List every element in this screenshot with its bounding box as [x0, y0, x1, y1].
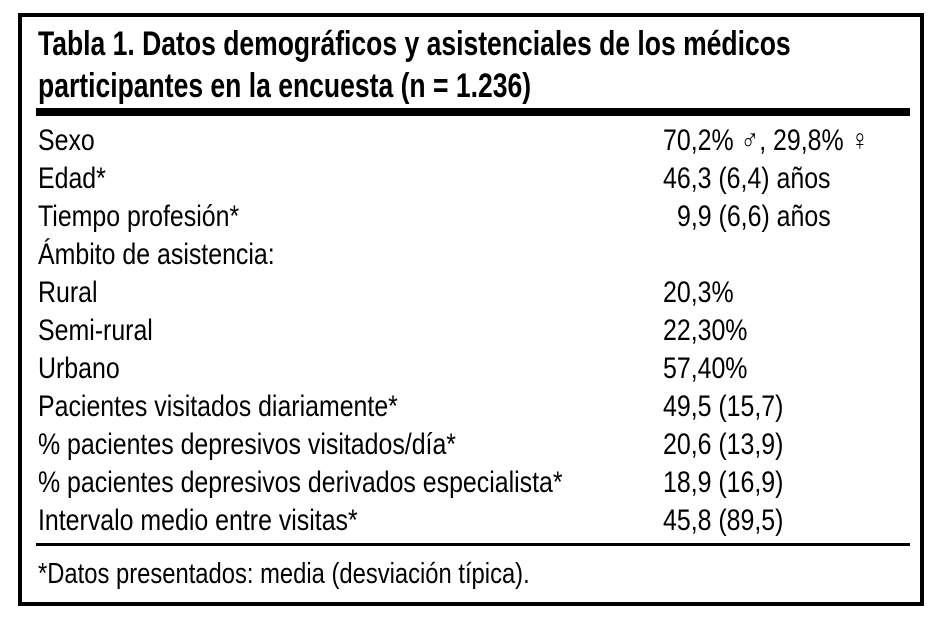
- row-label: Tiempo profesión*: [38, 200, 240, 233]
- row-label: Sexo: [38, 124, 95, 157]
- table-row: Pacientes visitados diariamente* 49,5 (1…: [38, 388, 906, 426]
- row-label: Pacientes visitados diariamente*: [38, 390, 398, 423]
- row-label: Intervalo medio entre visitas*: [38, 504, 358, 537]
- table-row: Urbano 57,40%: [38, 350, 906, 388]
- row-value: 45,8 (89,5): [663, 504, 784, 537]
- row-label: % pacientes depresivos derivados especia…: [38, 466, 563, 499]
- row-label: Edad*: [38, 162, 106, 195]
- table-row: Tiempo profesión* 9,9 (6,6) años: [38, 198, 906, 236]
- table-title-line2: participantes en la encuesta (n = 1.236): [38, 67, 532, 105]
- title-divider-rule: [36, 108, 910, 116]
- row-value: 9,9 (6,6) años: [677, 200, 831, 233]
- table-title: Tabla 1. Datos demográficos y asistencia…: [38, 23, 906, 107]
- table-row: Edad* 46,3 (6,4) años: [38, 160, 906, 198]
- table-row: Semi-rural 22,30%: [38, 312, 906, 350]
- row-value: 20,6 (13,9): [663, 428, 784, 461]
- table-rows: Sexo 70,2% ♂, 29,8% ♀ Edad* 46,3 (6,4) a…: [38, 116, 906, 540]
- row-value: 18,9 (16,9): [663, 466, 784, 499]
- row-value: 20,3%: [663, 276, 734, 309]
- table-row: Intervalo medio entre visitas* 45,8 (89,…: [38, 502, 906, 540]
- row-value: 46,3 (6,4) años: [663, 162, 831, 195]
- row-label: Urbano: [38, 352, 120, 385]
- row-value: 57,40%: [663, 352, 748, 385]
- table-frame: Tabla 1. Datos demográficos y asistencia…: [18, 13, 924, 606]
- table-footnote: *Datos presentados: media (desviación tí…: [38, 558, 530, 590]
- table-row: % pacientes depresivos visitados/día* 20…: [38, 426, 906, 464]
- row-label: Semi-rural: [38, 314, 153, 347]
- row-value: 70,2% ♂, 29,8% ♀: [663, 124, 870, 157]
- table-title-line1: Tabla 1. Datos demográficos y asistencia…: [38, 25, 791, 63]
- row-value: 49,5 (15,7): [663, 390, 784, 423]
- table-row: Rural 20,3%: [38, 274, 906, 312]
- row-label: % pacientes depresivos visitados/día*: [38, 428, 457, 461]
- table-row: Sexo 70,2% ♂, 29,8% ♀: [38, 122, 906, 160]
- table-row: Ámbito de asistencia:: [38, 236, 906, 274]
- row-value: 22,30%: [663, 314, 748, 347]
- table-row: % pacientes depresivos derivados especia…: [38, 464, 906, 502]
- footnote-divider-rule: [36, 543, 910, 546]
- row-label: Rural: [38, 276, 98, 309]
- row-label: Ámbito de asistencia:: [38, 238, 275, 271]
